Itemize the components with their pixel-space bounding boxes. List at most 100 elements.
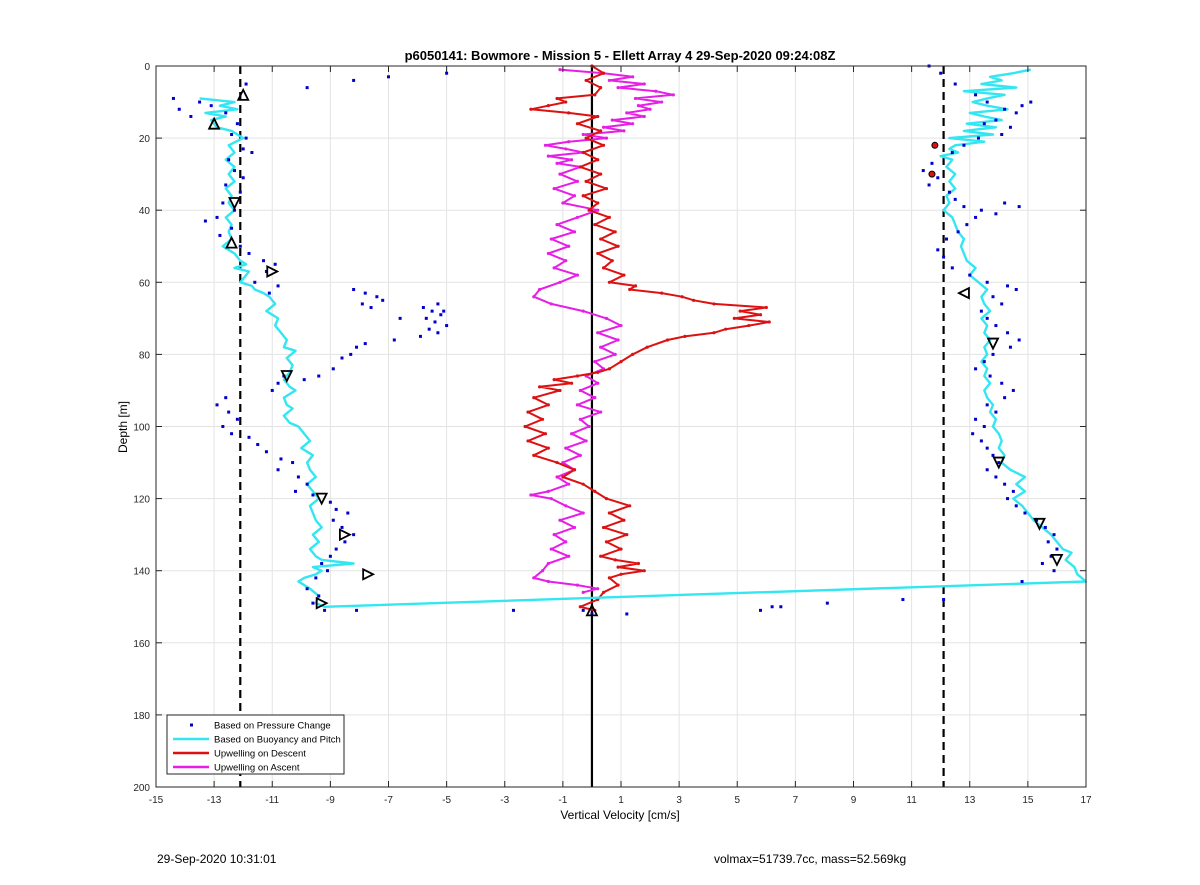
series-point (599, 86, 603, 90)
series-point (581, 482, 585, 486)
pressure-point (398, 316, 402, 320)
pressure-point (947, 190, 951, 194)
series-point (567, 554, 571, 558)
pressure-point (770, 605, 774, 609)
pressure-point (982, 360, 986, 364)
pressure-point (323, 608, 327, 612)
series-point (738, 309, 742, 313)
pressure-point (352, 78, 356, 82)
y-tick-label: 200 (133, 783, 150, 794)
pressure-point (1020, 580, 1024, 584)
pressure-point (994, 410, 998, 414)
series-point (555, 161, 559, 165)
pressure-point (276, 284, 280, 288)
series-point (671, 93, 675, 97)
pressure-point (968, 273, 972, 277)
series-point (558, 172, 562, 176)
pressure-point (331, 518, 335, 522)
series-point (581, 309, 585, 313)
series-point (558, 280, 562, 284)
series-point (633, 96, 638, 101)
pressure-point (250, 151, 254, 155)
pressure-point (445, 324, 449, 328)
pressure-point (230, 432, 234, 436)
pressure-point (247, 251, 251, 255)
pressure-point (985, 468, 989, 472)
series-point (596, 587, 600, 591)
tick-labels: -15 -13 -11 -9 -7 -5 -3 -1 1 3 5 7 9 11 13 15 1702040608… (133, 62, 1092, 806)
pressure-point (317, 374, 321, 378)
series-point (578, 388, 582, 393)
pressure-point (340, 356, 344, 360)
series-point (593, 223, 597, 227)
pressure-point (235, 417, 239, 421)
pressure-point (230, 226, 234, 230)
pressure-point (979, 309, 983, 313)
pressure-point (1014, 111, 1018, 115)
legend-label: Upwelling on Descent (214, 749, 306, 760)
series-point (596, 201, 600, 205)
pressure-point (962, 205, 966, 209)
pressure-point (988, 374, 992, 378)
series-point (622, 518, 626, 522)
reference-lines (239, 66, 945, 787)
series-point (584, 78, 588, 83)
pressure-point (991, 352, 995, 356)
y-tick-label: 40 (139, 206, 151, 217)
series-point (613, 558, 617, 562)
series-point (578, 605, 582, 609)
pressure-point (1000, 132, 1004, 136)
series-point (584, 136, 588, 140)
series-point (564, 259, 568, 263)
series-point (540, 569, 545, 573)
series-point (616, 86, 620, 90)
pressure-point (253, 280, 257, 284)
series-point (616, 583, 620, 587)
pressure-point (276, 381, 280, 385)
triangle-marker (956, 286, 970, 300)
pressure-point (1040, 561, 1044, 565)
series-point (599, 345, 603, 349)
pressure-point (779, 605, 783, 609)
series-point (532, 453, 536, 457)
pressure-point (1052, 569, 1056, 573)
series-point (526, 439, 530, 443)
pressure-point (1017, 338, 1021, 342)
pressure-point (305, 482, 309, 486)
pressure-point (997, 461, 1001, 465)
series-point (587, 208, 591, 212)
series-point (543, 143, 548, 147)
pressure-point (387, 75, 390, 79)
series-point (572, 230, 577, 234)
series-point (564, 446, 568, 450)
series-point (724, 327, 728, 331)
series-point (619, 323, 623, 328)
series-point (607, 215, 611, 220)
pressure-point (317, 594, 321, 598)
series-point (575, 122, 580, 126)
series-point (642, 114, 646, 119)
pressure-point (244, 136, 248, 140)
series-point (596, 331, 600, 335)
series-point (575, 273, 580, 277)
series-point (564, 540, 568, 544)
legend-label: Based on Buoyancy and Pitch (214, 735, 341, 746)
series-point (549, 302, 553, 306)
pressure-point (1055, 547, 1059, 551)
pressure-point (982, 425, 986, 428)
pressure-point (436, 331, 440, 335)
series-point (628, 287, 632, 292)
triangle-marker (207, 116, 221, 130)
pressure-point (1003, 107, 1007, 111)
pressure-point (294, 489, 297, 493)
y-tick-label: 0 (144, 62, 150, 73)
pressure-point (1043, 525, 1047, 529)
series-point (648, 107, 652, 111)
series-point (628, 504, 632, 508)
triangle-marker (992, 456, 1006, 470)
pressure-point (1003, 396, 1007, 400)
pressure-point (979, 439, 983, 443)
pressure-point (965, 223, 969, 227)
red-marker (928, 170, 936, 178)
pressure-point (360, 302, 364, 306)
